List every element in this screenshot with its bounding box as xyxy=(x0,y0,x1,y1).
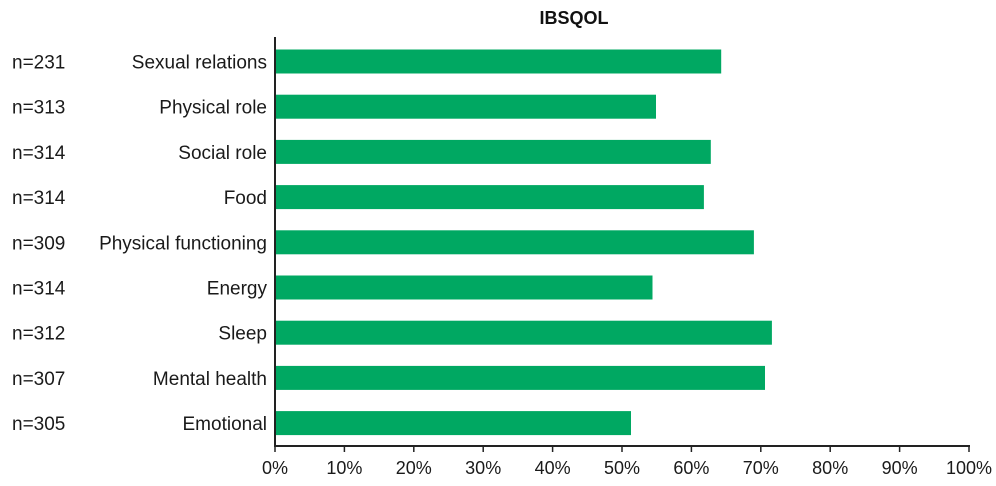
x-tick-label: 90% xyxy=(882,458,918,478)
sample-size-labels-layer: n=231 n=313 n=314 n=314 n=309 n=314 n=312 n=307… xyxy=(12,53,66,436)
bar-physical-role xyxy=(275,94,656,119)
category-label-mental-health: Mental health xyxy=(153,369,267,390)
axes-layer xyxy=(274,37,970,452)
category-label-sleep: Sleep xyxy=(218,324,267,345)
bar-physical-functioning xyxy=(275,230,754,255)
x-tick-label: 60% xyxy=(673,458,709,478)
category-label-emotional: Emotional xyxy=(183,414,268,435)
x-tick-label: 30% xyxy=(465,458,501,478)
x-tick-label: 100% xyxy=(946,458,992,478)
sample-size-label: n=314 xyxy=(12,188,66,209)
sample-size-label: n=231 xyxy=(12,53,65,74)
x-tick-label: 10% xyxy=(326,458,362,478)
category-label-physical-functioning: Physical functioning xyxy=(99,233,267,254)
bars-layer xyxy=(275,49,772,436)
x-tick-label: 0% xyxy=(262,458,288,478)
bar-sexual-relations xyxy=(275,49,722,74)
bar-sleep xyxy=(275,320,772,345)
sample-size-label: n=309 xyxy=(12,233,65,254)
sample-size-label: n=314 xyxy=(12,279,66,300)
category-label-energy: Energy xyxy=(207,279,268,300)
sample-size-label: n=312 xyxy=(12,324,65,345)
chart-title: IBSQOL xyxy=(539,8,608,28)
bar-mental-health xyxy=(275,365,765,390)
bar-energy xyxy=(275,275,653,300)
x-tick-labels-layer: 0% 10% 20% 30% 40% 50% 60% 70% 80% 90% 100% xyxy=(262,458,992,478)
x-tick-label: 50% xyxy=(604,458,640,478)
category-label-food: Food xyxy=(224,188,267,209)
bar-food xyxy=(275,185,704,210)
x-tick-label: 40% xyxy=(535,458,571,478)
sample-size-label: n=305 xyxy=(12,414,65,435)
category-label-social-role: Social role xyxy=(178,143,267,164)
category-label-physical-role: Physical role xyxy=(159,98,267,119)
x-tick-label: 20% xyxy=(396,458,432,478)
bar-emotional xyxy=(275,411,631,436)
category-label-sexual-relations: Sexual relations xyxy=(132,53,267,74)
x-tick-label: 80% xyxy=(812,458,848,478)
sample-size-label: n=313 xyxy=(12,98,65,119)
x-tick-label: 70% xyxy=(743,458,779,478)
sample-size-label: n=314 xyxy=(12,143,66,164)
category-labels-layer: Sexual relations Physical role Social role… xyxy=(99,53,267,436)
sample-size-label: n=307 xyxy=(12,369,65,390)
bar-social-role xyxy=(275,139,711,164)
